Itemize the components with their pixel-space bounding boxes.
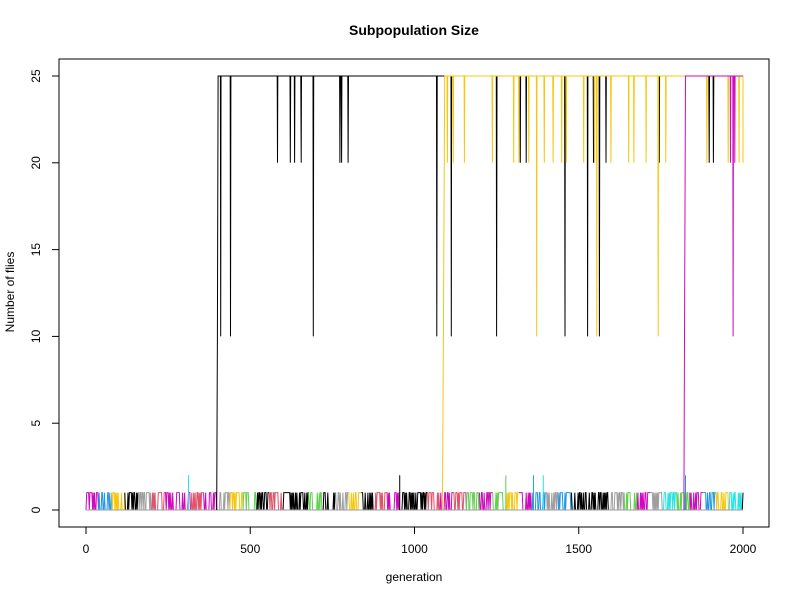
background-series-line bbox=[137, 492, 152, 511]
y-tick-label: 15 bbox=[29, 243, 43, 257]
plot-box bbox=[58, 58, 770, 528]
background-series-line bbox=[545, 492, 559, 511]
x-tick-label: 2000 bbox=[730, 542, 757, 556]
background-series-line bbox=[427, 492, 441, 511]
background-series-line bbox=[282, 492, 297, 511]
background-series-line bbox=[702, 492, 717, 511]
background-series-line bbox=[85, 492, 99, 511]
y-tick-label: 0 bbox=[29, 506, 43, 513]
series-line-2 bbox=[441, 75, 744, 511]
background-series-line bbox=[505, 492, 519, 511]
background-series-line bbox=[453, 492, 467, 511]
background-series-line bbox=[557, 492, 572, 511]
x-tick-label: 0 bbox=[83, 542, 90, 556]
y-tick-label: 25 bbox=[29, 69, 43, 83]
x-tick-label: 500 bbox=[240, 542, 260, 556]
background-series-line bbox=[413, 492, 427, 511]
y-axis-label: Number of flies bbox=[3, 252, 17, 333]
y-tick-label: 5 bbox=[29, 420, 43, 427]
x-tick-label: 1500 bbox=[565, 542, 592, 556]
series-line-3 bbox=[683, 75, 743, 511]
data-layer bbox=[85, 75, 744, 511]
background-series-line bbox=[374, 492, 389, 511]
background-series-line bbox=[741, 492, 744, 511]
chart-title: Subpopulation Size bbox=[349, 22, 479, 38]
background-series-line bbox=[203, 492, 218, 511]
x-tick-label: 1000 bbox=[401, 542, 428, 556]
x-axis-label: generation bbox=[386, 570, 443, 584]
y-tick-label: 20 bbox=[29, 156, 43, 170]
y-tick-label: 10 bbox=[29, 329, 43, 343]
